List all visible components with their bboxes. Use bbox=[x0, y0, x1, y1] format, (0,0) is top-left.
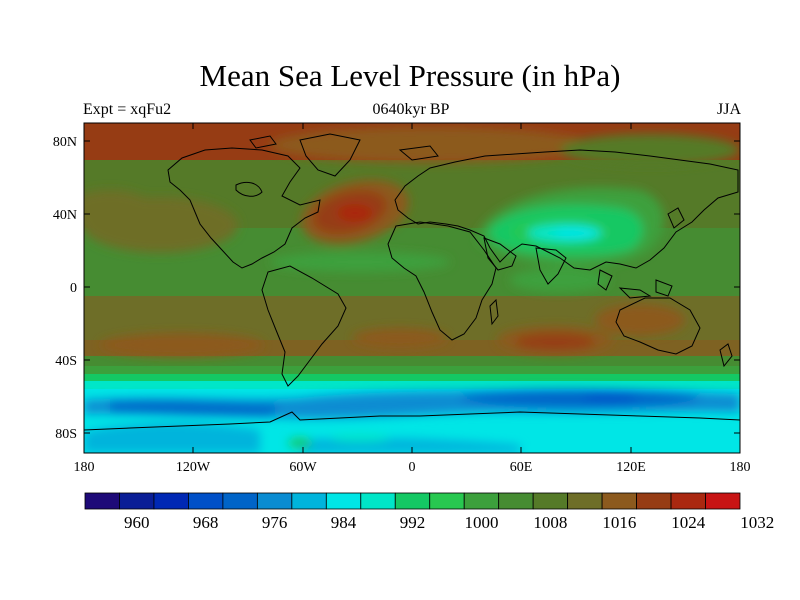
colorbar-swatch bbox=[670, 492, 706, 510]
lat-axis: 80N 40N 0 40S 80S bbox=[53, 135, 740, 442]
lon-tick-label: 0 bbox=[409, 460, 416, 475]
lon-tick-label: 180 bbox=[730, 460, 751, 475]
experiment-label: Expt = xqFu2 bbox=[83, 101, 172, 118]
colorbar-label: 1024 bbox=[671, 513, 706, 532]
lon-tick-label: 60E bbox=[510, 460, 533, 475]
colorbar: 960968976984992100010081016102410321040 bbox=[84, 492, 774, 532]
colorbar-swatch bbox=[256, 492, 293, 510]
colorbar-label: 968 bbox=[193, 513, 219, 532]
colorbar-swatch bbox=[222, 492, 258, 510]
colorbar-label: 976 bbox=[262, 513, 288, 532]
lat-tick-label: 80N bbox=[53, 135, 77, 150]
chart-title: Mean Sea Level Pressure (in hPa) bbox=[199, 58, 621, 93]
colorbar-swatch bbox=[601, 492, 637, 510]
colorbar-swatch bbox=[360, 492, 396, 510]
colorbar-swatch bbox=[498, 492, 534, 510]
lon-axis: 180 120W 60W 0 60E 120E 180 bbox=[74, 123, 751, 475]
colorbar-label: 1008 bbox=[533, 513, 567, 532]
colorbar-swatch bbox=[394, 492, 431, 510]
lon-tick-label: 120E bbox=[616, 460, 646, 475]
colorbar-swatch bbox=[291, 492, 327, 510]
lat-tick-label: 40S bbox=[55, 354, 77, 369]
colorbar-label: 984 bbox=[331, 513, 357, 532]
colorbar-swatch bbox=[532, 492, 569, 510]
colorbar-label: 992 bbox=[400, 513, 426, 532]
lon-tick-label: 180 bbox=[74, 460, 95, 475]
colorbar-swatch bbox=[119, 492, 155, 510]
time-label: 0640kyr BP bbox=[372, 101, 450, 118]
colorbar-swatch bbox=[705, 492, 741, 510]
lat-tick-label: 40N bbox=[53, 208, 77, 223]
colorbar-label: 1016 bbox=[602, 513, 636, 532]
pressure-field bbox=[84, 123, 740, 453]
season-label: JJA bbox=[716, 101, 741, 118]
colorbar-label: 960 bbox=[124, 513, 150, 532]
lon-tick-label: 60W bbox=[289, 460, 317, 475]
lat-tick-label: 0 bbox=[70, 281, 77, 296]
colorbar-swatch bbox=[84, 492, 120, 510]
colorbar-swatch bbox=[463, 492, 500, 510]
colorbar-swatch bbox=[153, 492, 189, 510]
colorbar-swatch bbox=[325, 492, 362, 510]
colorbar-swatch bbox=[188, 492, 224, 510]
colorbar-swatch bbox=[567, 492, 603, 510]
coastlines bbox=[84, 133, 740, 431]
lat-tick-label: 80S bbox=[55, 427, 77, 442]
colorbar-label: 1000 bbox=[464, 513, 498, 532]
lon-tick-label: 120W bbox=[176, 460, 211, 475]
colorbar-swatch bbox=[429, 492, 465, 510]
colorbar-swatch bbox=[636, 492, 672, 510]
colorbar-label: 1032 bbox=[740, 513, 774, 532]
